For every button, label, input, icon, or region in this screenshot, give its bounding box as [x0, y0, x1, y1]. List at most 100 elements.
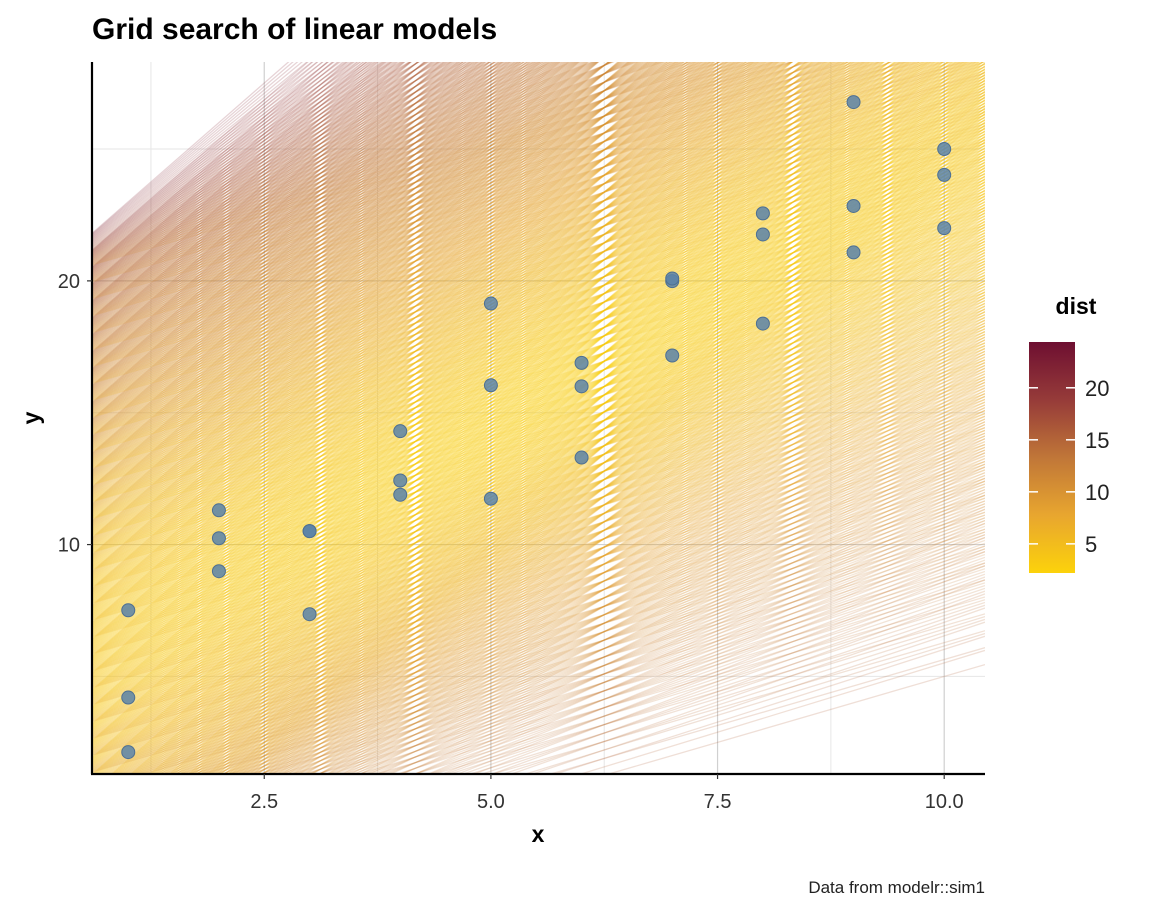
model-line [92, 311, 985, 587]
model-line [92, 62, 956, 571]
model-line [156, 446, 985, 774]
model-line [92, 62, 779, 344]
model-line [92, 119, 985, 448]
model-line [490, 630, 985, 774]
model-line [92, 466, 985, 755]
model-line [149, 62, 968, 774]
model-line [167, 158, 985, 774]
model-line [255, 333, 985, 774]
model-line [92, 62, 885, 600]
model-line [92, 108, 985, 463]
model-line [92, 62, 647, 339]
model-line [92, 62, 886, 742]
model-line [92, 62, 612, 368]
model-line [92, 153, 985, 482]
model-line [92, 348, 985, 636]
model-line [92, 62, 491, 375]
data-point [574, 355, 589, 370]
model-line [92, 62, 724, 576]
model-line [343, 463, 985, 774]
model-line [193, 449, 985, 774]
model-line [92, 187, 985, 595]
model-line [92, 62, 583, 351]
model-line [92, 62, 532, 393]
model-line [92, 62, 504, 286]
model-line [92, 62, 420, 309]
model-line [92, 62, 744, 359]
model-line [92, 238, 985, 566]
model-line [92, 62, 522, 347]
model-line [92, 342, 985, 684]
model-line [256, 279, 985, 774]
model-line [399, 534, 985, 774]
model-line [92, 62, 752, 421]
model-line [92, 62, 936, 697]
model-line [92, 62, 542, 334]
model-line [92, 223, 985, 725]
data-point [211, 531, 226, 546]
model-line [92, 62, 587, 428]
model-line [92, 147, 985, 689]
model-line [92, 240, 985, 662]
model-line [92, 62, 844, 393]
model-line [92, 159, 985, 594]
model-line [92, 164, 985, 705]
model-line [92, 435, 985, 737]
model-line [92, 62, 507, 331]
model-line [92, 62, 405, 307]
model-line [278, 537, 985, 774]
model-line [92, 91, 985, 606]
model-line [92, 227, 985, 502]
model-line [92, 62, 398, 306]
model-line [227, 316, 985, 774]
model-line [268, 522, 985, 774]
model-line [92, 62, 420, 265]
model-line [244, 183, 985, 774]
model-line [92, 62, 907, 506]
model-line [92, 283, 985, 665]
model-line [92, 62, 600, 490]
model-line [161, 350, 985, 774]
model-line [92, 62, 697, 310]
model-line [92, 62, 778, 313]
model-line [578, 649, 985, 774]
model-line [307, 486, 985, 774]
model-line [92, 317, 985, 619]
model-line [92, 62, 542, 394]
model-line [92, 62, 906, 347]
model-line [92, 62, 740, 608]
model-line [92, 62, 383, 290]
model-line [92, 62, 821, 361]
model-line [141, 390, 985, 774]
model-line [92, 198, 985, 500]
model-line [92, 404, 985, 719]
model-line [92, 62, 446, 355]
model-line [92, 62, 453, 253]
model-line [92, 62, 584, 367]
model-line [92, 62, 642, 493]
model-line [412, 599, 985, 774]
model-line [92, 62, 596, 322]
model-line [92, 71, 985, 652]
model-line [172, 186, 985, 774]
model-line [92, 156, 985, 657]
model-line [92, 62, 775, 281]
model-line [92, 62, 766, 610]
model-line [92, 62, 450, 326]
model-line [92, 444, 985, 706]
model-line [92, 62, 929, 443]
model-line [92, 62, 802, 533]
model-line [92, 246, 985, 774]
model-line [92, 62, 681, 418]
model-line [125, 152, 985, 774]
model-line [92, 88, 985, 430]
model-line [214, 274, 985, 774]
model-line [140, 251, 985, 774]
model-line [92, 62, 691, 326]
model-line [92, 62, 435, 310]
model-line [293, 418, 985, 774]
model-line [92, 139, 985, 561]
model-line [92, 62, 445, 370]
model-line [92, 62, 599, 413]
model-line [92, 62, 867, 599]
